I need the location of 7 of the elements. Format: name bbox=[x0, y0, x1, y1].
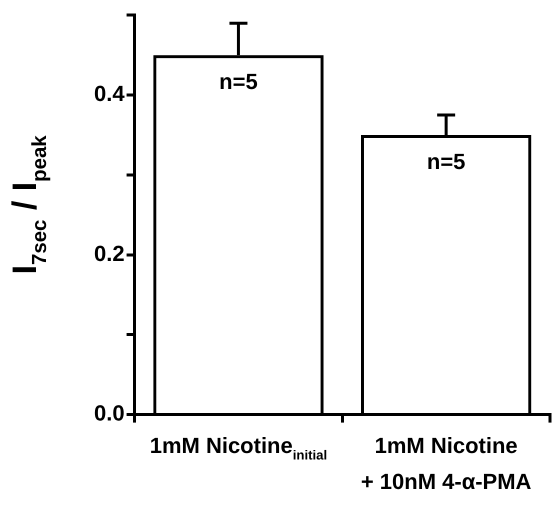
x-tick-label: 1mM Nicotine + 10nM 4-α-PMA bbox=[360, 433, 532, 494]
y-tick-label: 0.4 bbox=[94, 81, 126, 106]
y-tick-label: 0.2 bbox=[94, 240, 125, 266]
annotation: n=5 bbox=[219, 69, 258, 94]
y-axis-title: I7sec / Ipeak bbox=[6, 134, 52, 274]
y-tick-label: 0.0 bbox=[94, 400, 125, 426]
annotation: n=5 bbox=[426, 149, 466, 174]
